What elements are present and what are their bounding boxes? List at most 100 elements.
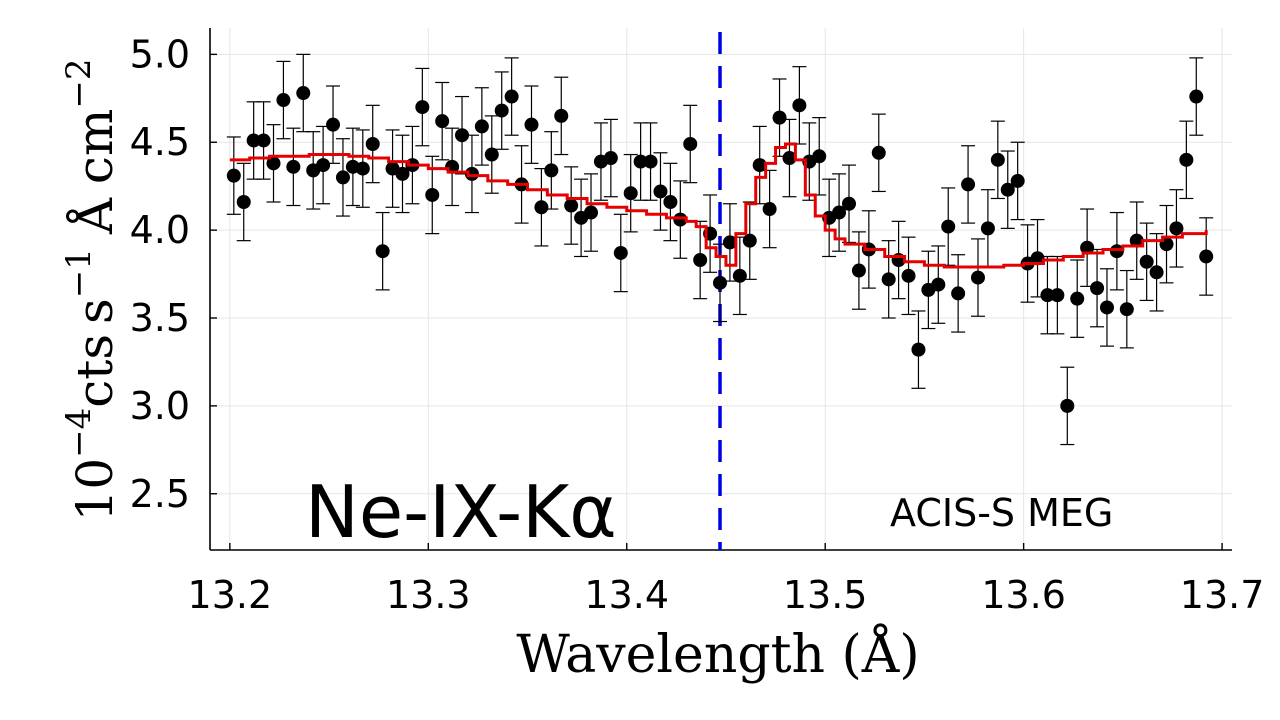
- y-tick-label: 4.0: [130, 208, 190, 252]
- data-point: [1099, 300, 1114, 315]
- data-point: [1139, 254, 1154, 269]
- y-label-s-exp: −1: [59, 248, 99, 298]
- data-point: [524, 117, 539, 132]
- data-point: [1000, 182, 1015, 197]
- data-point: [494, 103, 509, 118]
- data-point: [256, 133, 271, 148]
- x-tick-label: 13.5: [783, 573, 868, 617]
- data-point: [683, 137, 698, 151]
- data-point: [564, 198, 579, 213]
- data-point: [673, 212, 688, 227]
- data-point: [713, 275, 728, 290]
- data-point: [653, 184, 668, 199]
- data-point: [871, 145, 886, 160]
- data-point: [1129, 233, 1144, 248]
- data-point: [296, 86, 311, 101]
- data-point: [980, 221, 995, 236]
- data-point: [951, 286, 966, 301]
- data-point: [1090, 281, 1105, 296]
- data-point: [961, 177, 976, 192]
- y-tick-label: 2.5: [130, 472, 190, 516]
- data-point: [326, 117, 341, 132]
- data-point: [455, 128, 470, 143]
- data-point: [970, 270, 985, 285]
- data-points: [226, 86, 1214, 413]
- data-point: [474, 119, 489, 134]
- data-point: [663, 195, 678, 209]
- x-tick-label: 13.2: [188, 573, 273, 617]
- data-point: [246, 133, 261, 148]
- y-label-cm: cm: [66, 109, 124, 184]
- data-point: [841, 196, 856, 211]
- data-point: [1010, 173, 1025, 188]
- y-axis-label: 10−4cts s−1 Åcm−2: [59, 59, 124, 522]
- y-tick-label: 4.5: [130, 120, 190, 164]
- x-tick-label: 13.4: [584, 573, 669, 617]
- data-point: [276, 93, 291, 108]
- data-point: [1149, 265, 1164, 280]
- svg-text:10−4ctss−1Åcm−2: 10−4cts s−1 Åcm−2: [59, 59, 124, 522]
- data-point: [812, 149, 827, 164]
- data-point: [990, 152, 1005, 167]
- y-label-cm-exp: −2: [59, 59, 99, 109]
- data-point: [1199, 249, 1214, 264]
- data-point: [226, 168, 241, 183]
- data-point: [623, 186, 638, 201]
- data-point: [425, 187, 440, 202]
- data-point: [1080, 240, 1095, 255]
- line-label: Ne-IX-Kα: [305, 470, 617, 554]
- data-point: [1189, 89, 1204, 104]
- data-point: [365, 137, 380, 151]
- data-point: [832, 205, 847, 220]
- data-point: [1109, 244, 1124, 259]
- data-point: [732, 268, 747, 283]
- y-ticks: 2.5 3.0 3.5 4.0 4.5 5.0: [130, 32, 217, 516]
- data-point: [544, 163, 559, 178]
- data-point: [613, 245, 628, 260]
- data-point: [782, 151, 797, 166]
- data-point: [1070, 291, 1085, 306]
- data-point: [742, 233, 757, 248]
- data-point: [1060, 398, 1075, 413]
- data-point: [335, 170, 350, 185]
- model-line: [229, 142, 1208, 269]
- data-point: [633, 154, 648, 169]
- x-tick-label: 13.3: [386, 573, 471, 617]
- data-point: [355, 161, 370, 176]
- y-label-scale: 10: [66, 458, 124, 522]
- x-tick-label: 13.7: [1180, 573, 1265, 617]
- x-axis-label: Wavelength (Å): [516, 623, 919, 685]
- data-point: [911, 342, 926, 357]
- data-point: [792, 98, 807, 113]
- data-point: [415, 100, 430, 115]
- data-point: [1050, 288, 1065, 303]
- data-point: [286, 159, 301, 174]
- data-point: [901, 268, 916, 283]
- data-point: [762, 202, 777, 217]
- data-point: [395, 166, 410, 181]
- y-tick-label: 5.0: [130, 32, 190, 76]
- data-point: [266, 156, 281, 171]
- data-point: [484, 147, 499, 162]
- data-point: [941, 219, 956, 234]
- data-point: [931, 277, 946, 292]
- data-point: [316, 158, 331, 173]
- data-point: [504, 89, 519, 104]
- x-tick-label: 13.6: [981, 573, 1066, 617]
- data-point: [1119, 302, 1134, 317]
- data-point: [534, 200, 549, 215]
- x-ticks: 13.2 13.3 13.4 13.5 13.6 13.7: [188, 543, 1265, 617]
- data-point: [752, 158, 767, 173]
- data-point: [603, 151, 618, 166]
- instrument-label: ACIS-S MEG: [890, 491, 1113, 535]
- data-point: [772, 110, 787, 125]
- data-point: [1040, 288, 1055, 303]
- data-point: [375, 244, 390, 259]
- data-point: [722, 235, 737, 250]
- y-label-angstrom: Å: [65, 197, 124, 235]
- data-point: [1179, 152, 1194, 167]
- data-point: [435, 114, 450, 129]
- data-point: [464, 166, 479, 181]
- data-point: [881, 272, 896, 287]
